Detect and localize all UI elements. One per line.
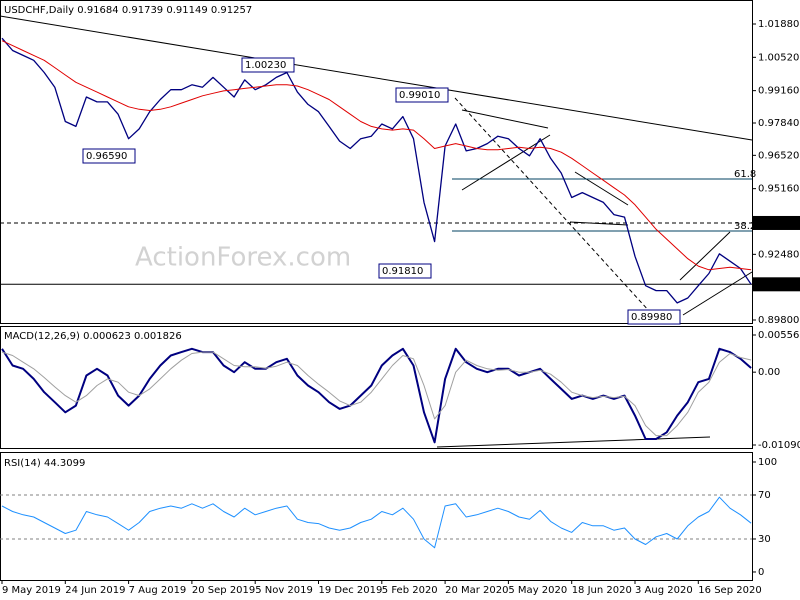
y-tick-label: -0.010903: [758, 440, 800, 451]
price-tag: [753, 215, 800, 230]
panel-frames: [0, 0, 753, 581]
annotation-box: [378, 263, 432, 279]
channel-line: [679, 231, 731, 281]
annotation-box: [241, 57, 295, 73]
watermark: ActionForex.com: [135, 243, 351, 273]
series-line: [1, 37, 752, 304]
trendlines: [0, 15, 753, 448]
price-tag-label: 0.93760: [758, 218, 799, 229]
divergence-line: [436, 436, 711, 448]
annotation: 0.96590: [86, 151, 127, 162]
trendline: [461, 109, 549, 129]
annotation-box: [395, 87, 449, 103]
y-tick-label: 0.95160: [758, 184, 799, 195]
y-tick-label: 0.96520: [758, 150, 799, 161]
trendline: [569, 221, 629, 226]
y-tick-label: 0.99160: [758, 86, 799, 97]
x-tick-label: 7 Aug 2019: [129, 585, 187, 596]
y-tick-label: 0.89800: [758, 315, 799, 326]
annotation: 0.99010: [399, 90, 440, 101]
x-tick-label: 9 May 2019: [2, 585, 61, 596]
annotation: 38.2: [734, 221, 756, 232]
macd-panel-frame: [0, 326, 753, 449]
price-panel-frame: [0, 0, 753, 324]
annotation-box: [627, 309, 681, 325]
x-tick-label: 5 Feb 2020: [382, 585, 438, 596]
x-tick-label: 16 Sep 2020: [698, 585, 761, 596]
price-tag-label: 0.91257: [758, 279, 799, 290]
y-tick-label: 0: [758, 567, 764, 578]
trendline: [461, 134, 551, 191]
annotation: 0.91810: [382, 266, 423, 277]
y-tick-label: 0.005566: [758, 330, 800, 341]
trendline: [0, 15, 753, 141]
trendline: [574, 171, 629, 206]
x-tick-label: 5 Nov 2019: [255, 585, 313, 596]
y-tick-label: 70: [758, 490, 771, 501]
rsi-panel-frame: [0, 452, 753, 581]
x-tick-label: 18 Jun 2020: [572, 585, 632, 596]
y-tick-label: 1.01880: [758, 19, 799, 30]
series-line: [1, 351, 752, 437]
rsi-title: RSI(14) 44.3099: [4, 458, 85, 469]
x-tick-label: 3 Aug 2020: [635, 585, 693, 596]
annotation: 61.8: [734, 169, 756, 180]
y-tick-label: 1.00520: [758, 52, 799, 63]
annotation: 1.00230: [245, 60, 286, 71]
channel-line: [682, 271, 753, 316]
series-line: [1, 40, 752, 271]
x-tick-label: 5 May 2020: [508, 585, 567, 596]
x-tick-label: 20 Mar 2020: [445, 585, 508, 596]
annotation-box: [82, 148, 136, 164]
y-tick-label: 0.92480: [758, 249, 799, 260]
x-tick-label: 19 Dec 2019: [319, 585, 383, 596]
price-title: USDCHF,Daily 0.91684 0.91739 0.91149 0.9…: [4, 5, 252, 16]
trendline: [454, 97, 651, 313]
y-tick-label: 0.00: [758, 367, 780, 378]
y-tick-label: 30: [758, 534, 771, 545]
series-line: [1, 496, 752, 549]
y-tick-label: 0.97840: [758, 118, 799, 129]
annotation: 0.89980: [631, 312, 672, 323]
x-tick-label: 20 Sep 2019: [192, 585, 255, 596]
y-tick-label: 100: [758, 457, 777, 468]
price-tag: [753, 277, 800, 292]
macd-title: MACD(12,26,9) 0.000623 0.001826: [4, 331, 182, 342]
x-tick-label: 24 Jun 2019: [65, 585, 125, 596]
series-line: [1, 347, 752, 444]
